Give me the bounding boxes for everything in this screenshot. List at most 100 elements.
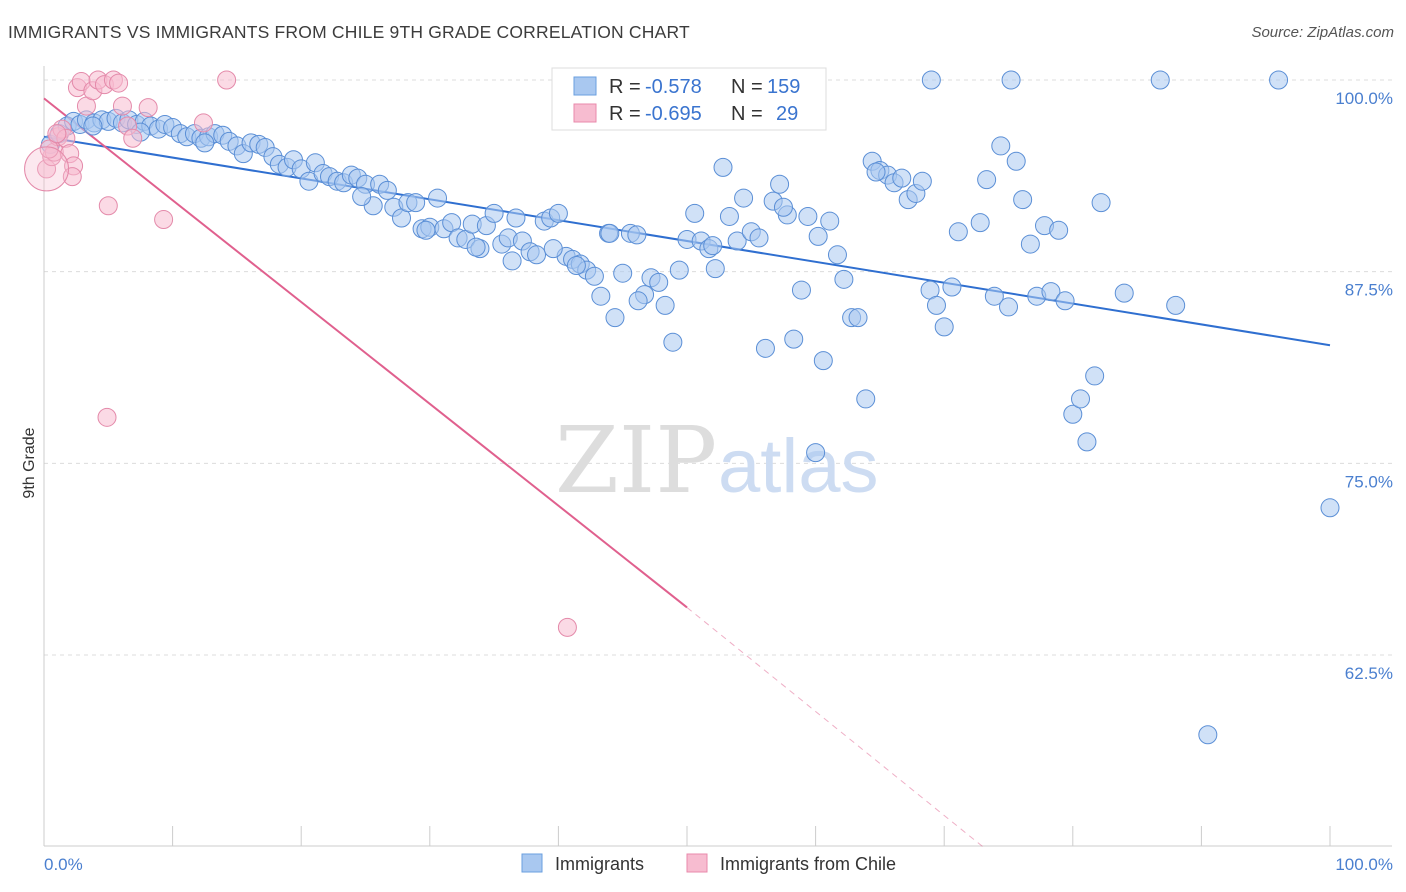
x-tick-label-0: 0.0% [44,855,83,874]
immigrants-point-106 [798,206,818,226]
legend-swatch-chile [573,103,597,123]
immigrants-point-158 [416,220,436,240]
chile-point-17 [112,96,132,116]
immigrants-point-132 [999,297,1018,317]
immigrants-point-153 [1320,498,1340,518]
immigrants-point-133 [1006,151,1026,171]
immigrants-point-82 [627,225,647,245]
immigrants-point-87 [663,332,683,352]
legend-n-value-2: 29 [776,103,798,125]
watermark: ZIP atlas [555,407,879,514]
immigrants-point-108 [813,351,833,371]
immigrants-point-86 [655,295,675,315]
immigrants-point-168 [866,162,886,182]
immigrants-point-151 [1150,70,1170,90]
immigrants-point-124 [926,295,946,315]
bottom-legend-immigrants: Immigrants [555,854,644,874]
immigrants-point-85 [649,272,669,292]
legend-r-label-1: R = [609,76,641,98]
immigrants-point-159 [466,237,486,257]
series-legend: Immigrants Immigrants from Chile [521,853,896,874]
chile-point-26 [39,139,59,159]
immigrants-point-152 [1269,70,1289,90]
immigrants-point-107 [806,443,826,463]
immigrants-point-147 [1166,295,1186,315]
immigrants-point-99 [749,228,769,248]
immigrants-point-135 [1020,234,1040,254]
immigrants-point-51 [406,193,426,213]
chile-point-23 [193,113,213,133]
y-tick-label-1: 87.5% [1345,281,1393,300]
immigrants-point-102 [770,174,790,194]
immigrants-point-145 [1091,193,1111,213]
immigrants-point-90 [685,203,705,223]
legend-n-label-1: N = [731,76,763,98]
immigrants-point-65 [506,208,526,228]
immigrants-point-80 [613,263,633,283]
immigrants-point-125 [934,317,954,337]
immigrants-point-157 [352,187,372,207]
immigrants-point-77 [591,286,611,306]
immigrants-point-167 [808,226,828,246]
immigrants-point-100 [755,338,775,358]
immigrants-point-96 [727,231,747,251]
immigrants-point-160 [502,251,522,271]
legend-swatch-immigrants [573,76,597,96]
immigrants-point-156 [195,133,215,153]
immigrants-point-162 [566,256,586,276]
immigrants-point-127 [948,222,968,242]
immigrants-point-97 [734,188,754,208]
immigrants-point-140 [1055,291,1075,311]
chile-point-24 [217,70,237,90]
immigrants-point-47 [377,180,397,200]
source-label: Source: ZipAtlas.com [1251,24,1394,41]
y-tick-label-0: 100.0% [1335,89,1393,108]
immigrants-point-139 [1049,220,1069,240]
immigrants-point-144 [1085,366,1105,386]
immigrants-point-93 [705,259,725,279]
chile-point-21 [154,210,174,230]
immigrants-point-113 [848,308,868,328]
chile-point-16 [109,73,129,93]
immigrants-point-130 [984,286,1004,306]
legend-n-label-2: N = [731,103,763,125]
y-tick-labels: 100.0% 87.5% 75.0% 62.5% [1335,89,1393,683]
immigrants-point-76 [584,266,604,286]
chile-trend-line [43,97,688,609]
legend-r-value-2: -0.695 [645,103,702,125]
immigrants-point-54 [428,188,448,208]
x-tick-labels: 0.0% 100.0% [44,855,1393,874]
bottom-legend-swatch-immigrants [521,853,543,873]
immigrants-point-149 [921,70,941,90]
chile-point-20 [138,98,158,118]
immigrants-point-114 [856,389,876,409]
immigrants-point-119 [892,168,912,188]
immigrants-point-122 [912,171,932,191]
immigrants-point-110 [827,245,847,265]
immigrants-point-161 [543,239,563,259]
x-tick-label-1: 100.0% [1335,855,1393,874]
watermark-atlas: atlas [718,424,879,509]
immigrants-point-111 [834,269,854,289]
immigrants-point-105 [791,280,811,300]
legend-r-label-2: R = [609,103,641,125]
immigrants-point-131 [991,136,1011,156]
chile-point-27 [47,124,67,144]
immigrants-point-79 [605,308,625,328]
immigrants-point-68 [527,245,547,265]
chile-point-19 [123,128,143,148]
immigrants-point-163 [600,223,620,243]
immigrants-point-109 [820,211,840,231]
bottom-legend-chile: Immigrants from Chile [720,854,896,874]
chile-point-large [24,146,70,192]
immigrants-point-129 [977,170,997,190]
immigrants-point-95 [719,206,739,226]
immigrants-point-150 [1001,70,1021,90]
immigrants-point-62 [484,203,504,223]
chart-title: IMMIGRANTS VS IMMIGRANTS FROM CHILE 9TH … [8,22,690,42]
immigrants-point-126 [942,277,962,297]
immigrants-point-138 [1041,282,1061,302]
bottom-legend-swatch-chile [686,853,708,873]
points-layer [24,70,1340,745]
